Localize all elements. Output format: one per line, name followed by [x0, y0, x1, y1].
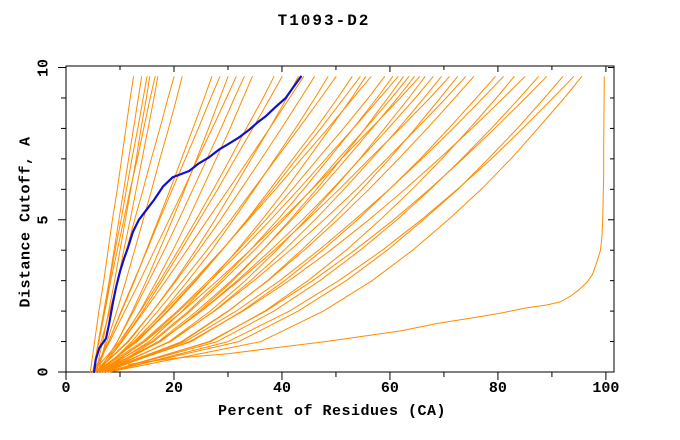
model-curve	[103, 76, 410, 373]
plot-frame	[65, 65, 615, 373]
y-tick-label: 10	[35, 58, 53, 77]
model-curve	[97, 76, 245, 373]
x-tick-label: 100	[592, 380, 620, 397]
x-tick-label: 20	[164, 380, 183, 397]
model-curve	[108, 76, 583, 373]
reference-curve	[92, 75, 302, 374]
outlier-model-curve	[127, 76, 605, 365]
y-axis-label: Distance Cutoff, A	[17, 136, 35, 308]
model-curve	[92, 76, 237, 373]
x-tick-label: 0	[61, 380, 71, 397]
chart-title: T1093-D2	[277, 12, 371, 30]
model-curve	[97, 76, 305, 373]
model-curve	[106, 76, 564, 373]
model-curve	[100, 76, 367, 373]
model-curve	[97, 76, 421, 373]
model-curve	[92, 76, 175, 373]
model-curve	[92, 76, 143, 373]
model-curve	[106, 76, 539, 373]
model-curve	[97, 76, 361, 373]
model-curve	[95, 76, 221, 373]
model-curve	[95, 76, 253, 373]
model-curve	[92, 76, 275, 373]
x-tick-label: 40	[272, 380, 291, 397]
model-curve	[97, 76, 283, 373]
model-curve	[103, 76, 450, 373]
y-tick-label: 0	[35, 367, 53, 377]
model-curve	[89, 76, 134, 373]
x-tick-label: 80	[488, 380, 507, 397]
model-curve	[97, 76, 394, 373]
model-curve	[97, 76, 229, 373]
model-curve	[92, 76, 156, 373]
y-tick-label: 5	[35, 215, 53, 225]
model-curve	[103, 76, 466, 373]
model-curve	[103, 76, 426, 373]
model-curve	[103, 76, 504, 373]
x-tick-label: 60	[380, 380, 399, 397]
model-curve	[100, 76, 399, 373]
model-curve	[95, 76, 315, 373]
model-curve	[92, 76, 148, 373]
model-curve	[95, 76, 183, 373]
model-curve	[108, 76, 547, 373]
model-curve	[95, 76, 385, 373]
model-curve	[106, 76, 475, 373]
model-curve	[103, 76, 526, 373]
model-curve	[100, 76, 337, 373]
x-axis-label: Percent of Residues (CA)	[217, 403, 447, 420]
model-curve	[97, 76, 372, 373]
model-curve	[108, 76, 574, 373]
